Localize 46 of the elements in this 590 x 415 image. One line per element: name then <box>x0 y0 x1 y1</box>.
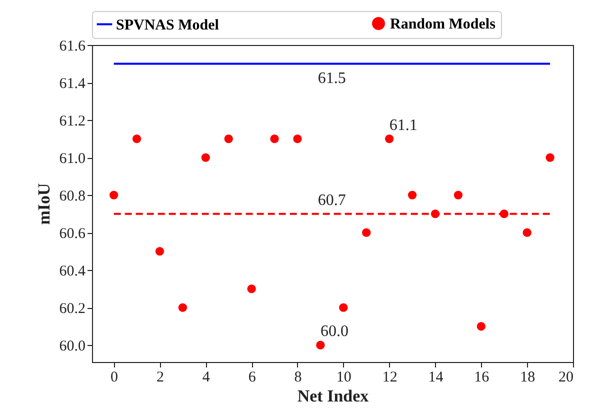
y-tick-label: 60.4 <box>59 264 86 280</box>
x-tick-label: 2 <box>156 370 164 386</box>
annotation: 60.7 <box>318 192 346 209</box>
point <box>408 190 417 200</box>
point <box>155 247 164 256</box>
annotation: 61.5 <box>318 70 346 87</box>
legend-label: SPVNAS Model <box>116 17 219 34</box>
y-tick-label: 61.0 <box>59 151 86 168</box>
x-tick-label: 8 <box>294 370 302 386</box>
y-tick-label: 60.8 <box>59 188 86 205</box>
annotation: 60.0 <box>320 323 348 340</box>
point <box>247 284 256 294</box>
x-tick-label: 12 <box>382 370 398 386</box>
x-tick-label: 14 <box>428 370 444 386</box>
point <box>270 134 279 144</box>
y-tick-label: 60.2 <box>59 301 86 318</box>
x-axis-title: Net Index <box>297 386 370 406</box>
point <box>362 228 371 237</box>
x-tick-label: 18 <box>520 370 536 386</box>
point <box>476 322 486 331</box>
point <box>178 303 188 312</box>
x-tick-label: 16 <box>474 370 490 386</box>
y-tick-label: 61.6 <box>59 38 86 54</box>
y-tick-label: 61.4 <box>59 76 86 92</box>
annotation: 61.1 <box>389 116 418 134</box>
legend-label: Random Models <box>390 16 496 33</box>
point <box>316 340 325 350</box>
point <box>109 190 118 200</box>
x-tick-label: 6 <box>248 370 256 386</box>
point <box>201 153 210 162</box>
point <box>132 134 142 144</box>
x-tick-label: 0 <box>110 370 118 386</box>
y-axis-title: mIoU <box>34 183 54 225</box>
point <box>293 134 302 144</box>
point <box>454 190 463 200</box>
point <box>522 228 532 237</box>
point <box>546 153 554 162</box>
point <box>339 303 348 312</box>
y-tick-label: 61.2 <box>59 114 86 130</box>
y-tick-label: 60.6 <box>59 226 86 242</box>
point <box>384 134 394 144</box>
y-tick-label: 60.0 <box>59 338 86 355</box>
x-tick-label: 10 <box>336 370 352 386</box>
x-tick-label: 20 <box>558 370 574 386</box>
point <box>224 134 233 144</box>
x-tick-label: 4 <box>202 370 210 386</box>
